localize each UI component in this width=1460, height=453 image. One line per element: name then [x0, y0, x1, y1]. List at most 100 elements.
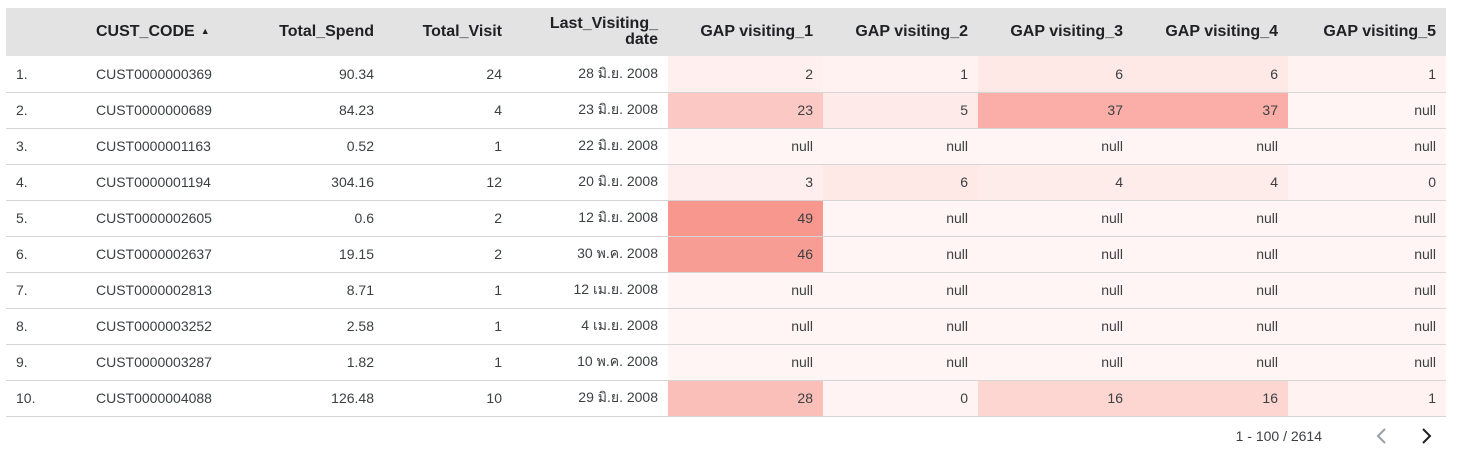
cust-code-cell: CUST0000003287: [84, 344, 234, 381]
table-row[interactable]: 1. CUST0000000369 90.34 24 28 มิ.ย. 2008 2 1 6 6…: [6, 56, 1446, 93]
gap-visiting-1-cell: null: [668, 308, 823, 345]
table-row[interactable]: 9. CUST0000003287 1.82 1 10 พ.ค. 2008 null nul…: [6, 344, 1446, 381]
sort-ascending-icon: ▲: [200, 26, 210, 36]
gap-visiting-5-cell: null: [1288, 128, 1446, 165]
gap-visiting-1-cell: 46: [668, 236, 823, 273]
total-visit-cell: 1: [384, 128, 512, 165]
cust-code-cell: CUST0000004088: [84, 380, 234, 417]
gap-visiting-5-cell: null: [1288, 308, 1446, 345]
gap-visiting-1-cell: 49: [668, 200, 823, 237]
next-page-button[interactable]: [1414, 424, 1440, 448]
gap-visiting-3-cell: null: [978, 308, 1133, 345]
data-table: CUST_CODE ▲ Total_Spend Total_Visit Last_…: [6, 8, 1446, 417]
last-visiting-date-cell: 28 มิ.ย. 2008: [512, 56, 668, 93]
gap-visiting-4-cell: 4: [1133, 164, 1288, 201]
total-spend-cell: 84.23: [234, 92, 384, 129]
header-index: [6, 8, 84, 56]
gap-visiting-3-cell: null: [978, 128, 1133, 165]
table-body: 1. CUST0000000369 90.34 24 28 มิ.ย. 2008 2 1 6 6…: [6, 56, 1446, 417]
gap-visiting-4-cell: 37: [1133, 92, 1288, 129]
total-spend-cell: 126.48: [234, 380, 384, 417]
gap-visiting-4-cell: null: [1133, 308, 1288, 345]
table-row[interactable]: 8. CUST0000003252 2.58 1 4 เม.ย. 2008 null nul…: [6, 308, 1446, 345]
pagination-range: 1 - 100 / 2614: [1235, 428, 1322, 444]
gap-visiting-5-cell: null: [1288, 92, 1446, 129]
gap-visiting-2-cell: null: [823, 308, 978, 345]
gap-visiting-4-cell: 16: [1133, 380, 1288, 417]
total-spend-cell: 2.58: [234, 308, 384, 345]
total-visit-cell: 2: [384, 236, 512, 273]
table-row[interactable]: 7. CUST0000002813 8.71 1 12 เม.ย. 2008 null nu…: [6, 272, 1446, 309]
row-index-cell: 1.: [6, 56, 84, 93]
header-cust-code-label: CUST_CODE: [96, 23, 195, 40]
total-spend-cell: 19.15: [234, 236, 384, 273]
previous-page-button[interactable]: [1368, 424, 1394, 448]
last-visiting-date-cell: 22 มิ.ย. 2008: [512, 128, 668, 165]
header-total-visit[interactable]: Total_Visit: [422, 23, 502, 40]
total-visit-cell: 2: [384, 200, 512, 237]
gap-visiting-5-cell: 1: [1288, 380, 1446, 417]
gap-visiting-2-cell: null: [823, 236, 978, 273]
gap-visiting-3-cell: 37: [978, 92, 1133, 129]
gap-visiting-3-cell: 6: [978, 56, 1133, 93]
gap-visiting-2-cell: 6: [823, 164, 978, 201]
gap-visiting-1-cell: 2: [668, 56, 823, 93]
header-gap-visiting-1[interactable]: GAP visiting_1: [700, 23, 813, 40]
table-row[interactable]: 10. CUST0000004088 126.48 10 29 มิ.ย. 2008 28…: [6, 380, 1446, 417]
header-cust-code[interactable]: CUST_CODE ▲: [84, 8, 234, 56]
gap-visiting-1-cell: null: [668, 128, 823, 165]
gap-visiting-2-cell: null: [823, 128, 978, 165]
table-row[interactable]: 3. CUST0000001163 0.52 1 22 มิ.ย. 2008 null nu…: [6, 128, 1446, 165]
header-gap-visiting-2[interactable]: GAP visiting_2: [855, 23, 968, 40]
total-visit-cell: 4: [384, 92, 512, 129]
total-spend-cell: 0.52: [234, 128, 384, 165]
cust-code-cell: CUST0000001163: [84, 128, 234, 165]
gap-visiting-4-cell: null: [1133, 200, 1288, 237]
header-total-spend[interactable]: Total_Spend: [279, 23, 374, 40]
last-visiting-date-cell: 20 มิ.ย. 2008: [512, 164, 668, 201]
header-gap-visiting-5[interactable]: GAP visiting_5: [1323, 23, 1436, 40]
cust-code-cell: CUST0000002813: [84, 272, 234, 309]
gap-visiting-3-cell: null: [978, 272, 1133, 309]
row-index-cell: 6.: [6, 236, 84, 273]
table-row[interactable]: 4. CUST0000001194 304.16 12 20 มิ.ย. 2008 3 6 4…: [6, 164, 1446, 201]
total-visit-cell: 12: [384, 164, 512, 201]
gap-visiting-5-cell: null: [1288, 272, 1446, 309]
row-index-cell: 5.: [6, 200, 84, 237]
table-row[interactable]: 6. CUST0000002637 19.15 2 30 พ.ค. 2008 46 null…: [6, 236, 1446, 273]
gap-visiting-2-cell: 1: [823, 56, 978, 93]
gap-visiting-2-cell: null: [823, 344, 978, 381]
last-visiting-date-cell: 10 พ.ค. 2008: [512, 344, 668, 381]
total-spend-cell: 0.6: [234, 200, 384, 237]
gap-visiting-2-cell: null: [823, 200, 978, 237]
gap-visiting-4-cell: null: [1133, 272, 1288, 309]
gap-visiting-3-cell: 16: [978, 380, 1133, 417]
row-index-cell: 8.: [6, 308, 84, 345]
table-row[interactable]: 2. CUST0000000689 84.23 4 23 มิ.ย. 2008 23 5 37…: [6, 92, 1446, 129]
gap-visiting-1-cell: null: [668, 272, 823, 309]
table-header: CUST_CODE ▲ Total_Spend Total_Visit Last_…: [6, 8, 1446, 56]
table-row[interactable]: 5. CUST0000002605 0.6 2 12 มิ.ย. 2008 49 null n…: [6, 200, 1446, 237]
row-index-cell: 4.: [6, 164, 84, 201]
total-visit-cell: 24: [384, 56, 512, 93]
header-gap-visiting-3[interactable]: GAP visiting_3: [1010, 23, 1123, 40]
row-index-cell: 10.: [6, 380, 84, 417]
header-last-visiting-date-line1: Last_Visiting_: [549, 15, 658, 32]
total-visit-cell: 10: [384, 380, 512, 417]
data-table-container: CUST_CODE ▲ Total_Spend Total_Visit Last_…: [6, 8, 1446, 417]
cust-code-cell: CUST0000002605: [84, 200, 234, 237]
last-visiting-date-cell: 23 มิ.ย. 2008: [512, 92, 668, 129]
gap-visiting-3-cell: null: [978, 236, 1133, 273]
gap-visiting-5-cell: null: [1288, 236, 1446, 273]
header-gap-visiting-4[interactable]: GAP visiting_4: [1165, 23, 1278, 40]
gap-visiting-3-cell: 4: [978, 164, 1133, 201]
gap-visiting-2-cell: 5: [823, 92, 978, 129]
gap-visiting-5-cell: null: [1288, 200, 1446, 237]
last-visiting-date-cell: 12 เม.ย. 2008: [512, 272, 668, 309]
gap-visiting-2-cell: null: [823, 272, 978, 309]
last-visiting-date-cell: 30 พ.ค. 2008: [512, 236, 668, 273]
last-visiting-date-cell: 12 มิ.ย. 2008: [512, 200, 668, 237]
gap-visiting-5-cell: 0: [1288, 164, 1446, 201]
header-last-visiting-date[interactable]: Last_Visiting_ date: [512, 8, 668, 56]
total-visit-cell: 1: [384, 308, 512, 345]
